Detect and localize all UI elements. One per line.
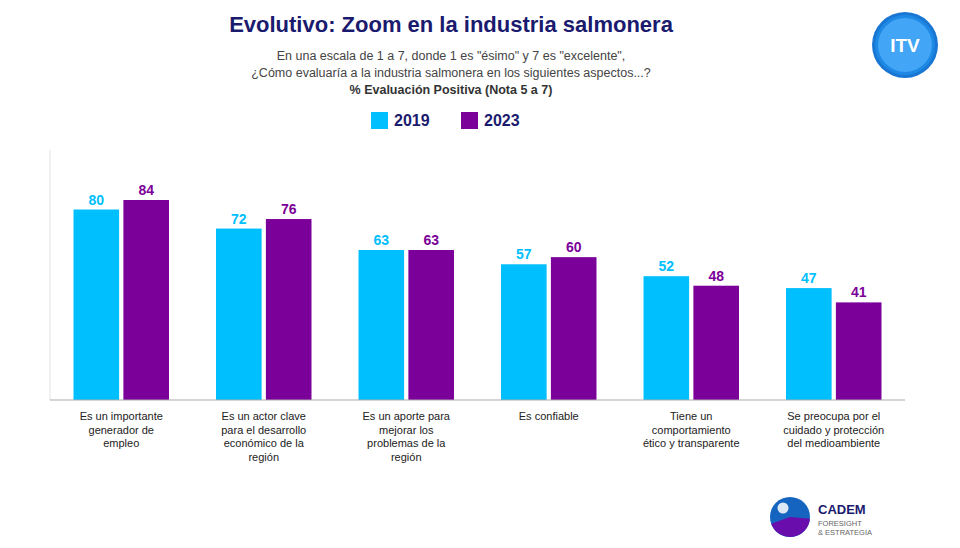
x-tick-label: Es un importante generador deempleo (80, 410, 163, 449)
bar (836, 302, 882, 400)
x-tick-label: Tiene un comportamientoético y transparen… (643, 410, 740, 449)
logo-wedge (771, 517, 810, 537)
data-labels: 80 72 63 57 52 47 84 76 63 60 48 41 (89, 182, 867, 300)
text-line: Es un actor clave (222, 410, 306, 422)
logo-circle (872, 12, 938, 78)
text-line: ético y transparente (643, 437, 740, 449)
text-line: Es confiable (519, 410, 579, 422)
subtitle: En una escala de 1 a 7, donde 1 es "ésim… (277, 49, 626, 63)
itv-logo: ITV (872, 12, 938, 78)
text-line: FORESIGHT (818, 519, 862, 528)
bar (408, 250, 454, 400)
data-label: 52 (659, 258, 675, 274)
data-label: 41 (851, 284, 867, 300)
annotation: FORESIGHT& ESTRATEGIA (818, 519, 872, 537)
text-line: para el desarrollo (221, 424, 306, 436)
text-line: Es un importante (80, 410, 163, 422)
bar (216, 229, 262, 400)
subtitle: ¿Cómo evaluaría a la industria salmonera… (251, 66, 651, 80)
subtitle: % Evaluación Positiva (Nota 5 a 7) (350, 83, 553, 97)
data-label: 47 (801, 270, 817, 286)
chart: Evolutivo: Zoom en la industria salmoner… (0, 0, 960, 548)
text-line: generador de (89, 424, 154, 436)
bar (644, 276, 690, 400)
bar (501, 264, 547, 400)
text-line: Se preocupa por el (787, 410, 880, 422)
background (0, 0, 960, 548)
cadem-logo: CADEM FORESIGHT& ESTRATEGIA (770, 497, 872, 537)
data-label: 84 (138, 182, 154, 198)
text-line: comportamiento (652, 424, 731, 436)
legend-label: 2023 (484, 112, 520, 129)
data-label: 72 (231, 211, 247, 227)
x-tick-labels: Es un importantegenerador deempleoEs un … (80, 410, 885, 463)
text-line: del medioambiente (787, 437, 880, 449)
data-label: 48 (708, 268, 724, 284)
page: {"chart_data": { "type": "bar", "title":… (0, 0, 960, 548)
text-line: problemas de la (367, 437, 446, 449)
data-label: 76 (281, 201, 297, 217)
logo-circle (878, 18, 932, 72)
x-axis-line (50, 400, 905, 401)
bar (123, 200, 169, 400)
legend-swatch (371, 112, 388, 129)
text-line: cuidado y protección (783, 424, 884, 436)
text-line: región (391, 451, 422, 463)
text-line: económico de la (224, 437, 305, 449)
x-tick-label: Es confiable (519, 410, 579, 422)
bars (74, 200, 882, 400)
x-tick-label: Se preocupa por el cuidado y protecciónde… (783, 410, 884, 449)
legend: 2019 2023 (371, 112, 520, 129)
legend-swatch (461, 112, 478, 129)
text-line: región (248, 451, 279, 463)
data-label: 57 (516, 246, 532, 262)
data-label: 80 (89, 192, 105, 208)
y-axis-line (50, 150, 51, 400)
annotation: CADEM (818, 502, 866, 517)
bar (693, 286, 739, 400)
logo-circle (875, 15, 935, 75)
logo-highlight (778, 503, 789, 514)
bar (786, 288, 832, 400)
text-line: Es un aporte para (363, 410, 451, 422)
bar (359, 250, 405, 400)
text-line: & ESTRATEGIA (818, 528, 872, 537)
data-label: 63 (374, 232, 390, 248)
x-tick-label: Es un aporte para mejorar losproblemas de… (363, 410, 451, 463)
logo-circle (770, 497, 810, 537)
bar (266, 219, 312, 400)
text-line: mejorar los (379, 424, 434, 436)
x-tick-label: Es un actor clave para el desarrolloeconó… (221, 410, 306, 463)
bar (551, 257, 597, 400)
legend-label: 2019 (394, 112, 430, 129)
bar (74, 210, 120, 400)
data-label: 60 (566, 239, 582, 255)
annotation: ITV (890, 35, 920, 56)
text-line: empleo (103, 437, 139, 449)
text-line: Tiene un (670, 410, 712, 422)
title: Evolutivo: Zoom en la industria salmoner… (229, 12, 674, 37)
data-label: 63 (423, 232, 439, 248)
